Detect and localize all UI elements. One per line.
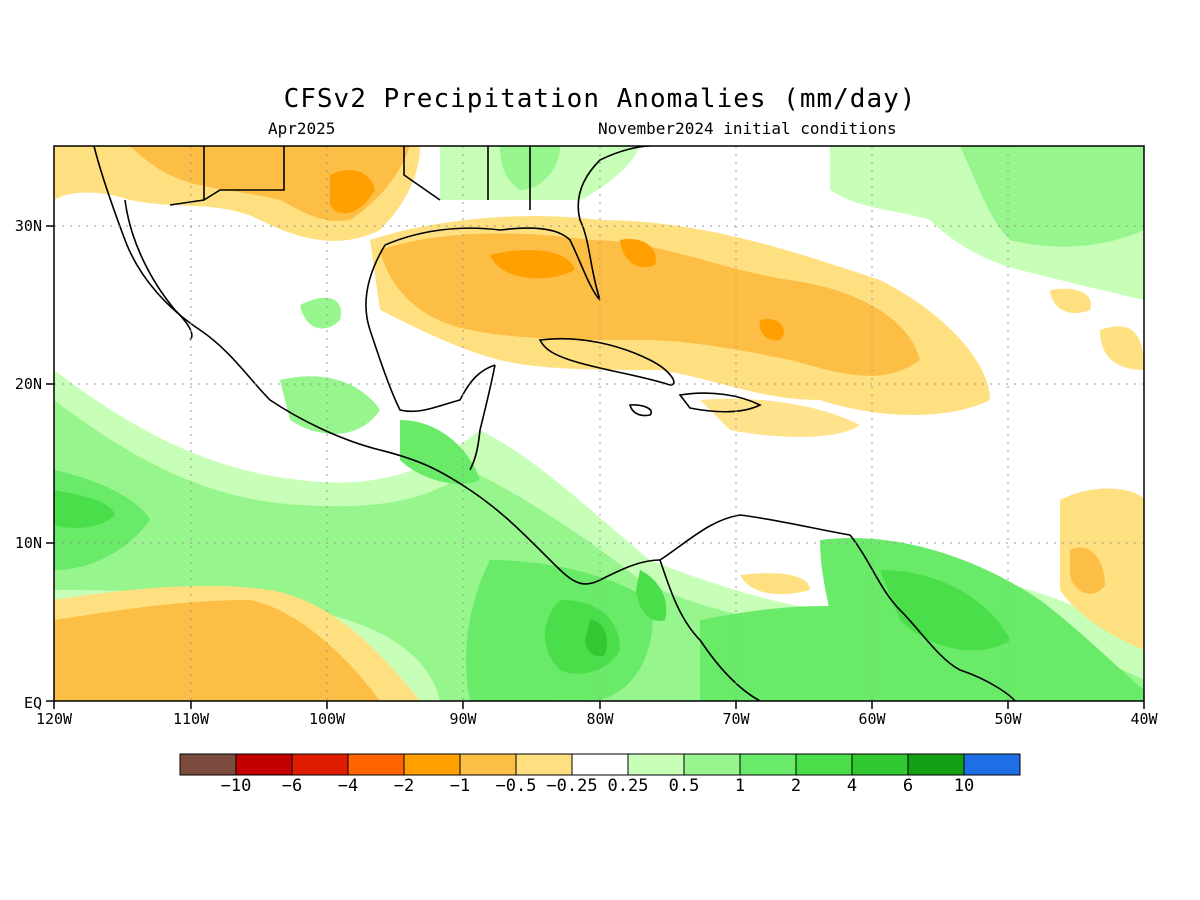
map-border: [53, 145, 1145, 702]
valid-month-label: Apr2025: [268, 119, 336, 138]
initial-conditions-label: November2024 initial conditions: [598, 119, 897, 138]
colorbar-label: 6: [902, 776, 914, 796]
colorbar-swatch: [403, 753, 461, 776]
lon-label: 120W: [35, 710, 73, 728]
colorbar-label: −2: [393, 776, 415, 796]
colorbar-swatch: [739, 753, 797, 776]
colorbar-swatch: [235, 753, 293, 776]
colorbar-label: 0.25: [607, 776, 649, 796]
lon-label: 100W: [308, 710, 346, 728]
lon-label: 90W: [449, 710, 477, 728]
colorbar-swatch: [459, 753, 517, 776]
colorbar-label: 1: [734, 776, 746, 796]
lon-label: 80W: [586, 710, 614, 728]
map-title: CFSv2 Precipitation Anomalies (mm/day): [283, 84, 917, 114]
graticule: [54, 146, 1144, 701]
lat-label: 10N: [14, 534, 42, 552]
lon-label: 110W: [172, 710, 210, 728]
colorbar-swatch: [627, 753, 685, 776]
lon-label: 70W: [722, 710, 750, 728]
colorbar-swatch: [851, 753, 909, 776]
colorbar-swatch: [291, 753, 349, 776]
colorbar-label: 4: [846, 776, 858, 796]
colorbar-label: 2: [790, 776, 802, 796]
colorbar-swatch: [571, 753, 629, 776]
colorbar-label: −1: [449, 776, 471, 796]
colorbar-swatch: [179, 753, 237, 776]
colorbar-swatch: [795, 753, 853, 776]
lat-label: 30N: [14, 217, 42, 235]
lon-label: 60W: [858, 710, 886, 728]
colorbar: [179, 753, 1021, 776]
colorbar-swatch: [515, 753, 573, 776]
colorbar-swatch: [683, 753, 741, 776]
colorbar-label: 0.5: [668, 776, 700, 796]
colorbar-label: −0.25: [546, 776, 598, 796]
lon-label: 40W: [1130, 710, 1158, 728]
colorbar-label: −0.5: [495, 776, 537, 796]
colorbar-label: −4: [337, 776, 359, 796]
colorbar-label: 10: [953, 776, 975, 796]
colorbar-label: −6: [281, 776, 303, 796]
colorbar-label: −10: [220, 776, 252, 796]
colorbar-swatch: [963, 753, 1021, 776]
colorbar-swatch: [347, 753, 405, 776]
lon-label: 50W: [994, 710, 1022, 728]
lat-label: 20N: [14, 375, 42, 393]
colorbar-swatch: [907, 753, 965, 776]
lat-label: EQ: [23, 694, 42, 712]
anomaly-field: [54, 146, 1144, 701]
axis-ticks: [46, 225, 1145, 709]
